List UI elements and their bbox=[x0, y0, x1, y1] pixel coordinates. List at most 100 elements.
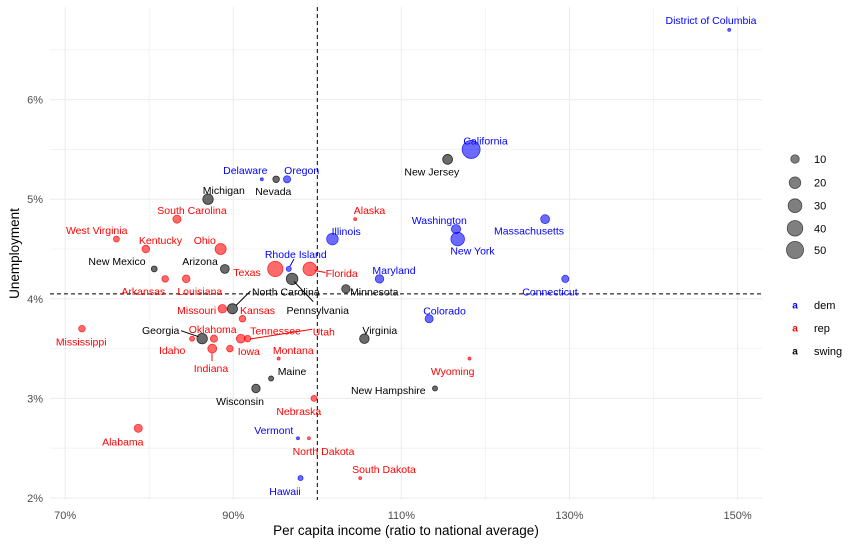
point-label: Georgia bbox=[142, 325, 180, 337]
point-label: Rhode Island bbox=[265, 249, 327, 261]
label-segments bbox=[180, 258, 326, 361]
point-alaska bbox=[353, 217, 358, 222]
point-label: North Dakota bbox=[293, 446, 355, 458]
point-texas bbox=[267, 260, 284, 277]
point-ohio bbox=[214, 243, 227, 255]
legend-size-key bbox=[787, 198, 803, 214]
point-new-mexico bbox=[150, 265, 158, 273]
point-maryland bbox=[374, 274, 385, 284]
label-connector bbox=[235, 290, 251, 306]
point-kentucky bbox=[141, 244, 151, 254]
point-north-dakota bbox=[307, 436, 311, 441]
legend-color-label: dem bbox=[814, 300, 835, 312]
point-west-virginia bbox=[113, 235, 120, 243]
point-label: Pennsylvania bbox=[286, 305, 349, 317]
point-label: South Carolina bbox=[157, 205, 227, 217]
y-axis-title: Unemployment bbox=[7, 208, 22, 299]
point-label: Delaware bbox=[223, 165, 268, 177]
point-label: Idaho bbox=[159, 345, 185, 357]
point-massachusetts bbox=[540, 214, 550, 224]
legend-color: a dem a rep a swing bbox=[792, 300, 842, 358]
point-label: West Virginia bbox=[66, 225, 128, 237]
point-label: Oregon bbox=[284, 165, 319, 177]
point-label: Arizona bbox=[182, 256, 218, 268]
point-label: Mississippi bbox=[56, 337, 107, 349]
legend-size-label: 10 bbox=[814, 154, 826, 166]
point-label: South Dakota bbox=[352, 464, 416, 476]
y-tick-label: 3% bbox=[27, 393, 43, 405]
x-tick-label: 110% bbox=[388, 510, 416, 522]
point-label: Illinois bbox=[332, 226, 361, 238]
label-connector bbox=[314, 270, 326, 273]
point-label: California bbox=[463, 135, 508, 147]
point-idaho bbox=[189, 335, 196, 342]
legend-size-label: 50 bbox=[814, 245, 826, 257]
point-label: New York bbox=[450, 246, 495, 258]
point-district-of-columbia bbox=[727, 28, 732, 32]
legend-color-key: a bbox=[792, 324, 798, 335]
point-mississippi bbox=[78, 324, 86, 333]
point-label: New Hampshire bbox=[351, 385, 426, 397]
point-washington bbox=[450, 224, 462, 235]
point-labels: District of Columbia California New Jersey… bbox=[56, 15, 757, 498]
legend-color-label: swing bbox=[814, 346, 842, 358]
legend-color-key: a bbox=[792, 347, 798, 358]
point-illinois bbox=[326, 232, 339, 246]
legend-size-key bbox=[788, 176, 802, 189]
point-new-hampshire bbox=[432, 385, 438, 392]
point-label: Arkansas bbox=[121, 286, 165, 298]
point-label: Virginia bbox=[362, 325, 397, 337]
point-label: Texas bbox=[233, 267, 260, 279]
point-nevada bbox=[272, 175, 280, 184]
point-label: New Mexico bbox=[88, 256, 145, 268]
point-south-carolina bbox=[172, 214, 182, 224]
points-layer bbox=[78, 28, 732, 482]
x-tick-label: 90% bbox=[222, 510, 244, 522]
point-florida bbox=[302, 261, 317, 277]
x-tick-label: 130% bbox=[555, 510, 583, 522]
x-axis-title: Per capita income (ratio to national ave… bbox=[273, 523, 539, 538]
point-label: Maryland bbox=[372, 265, 415, 277]
point-label: Montana bbox=[273, 345, 314, 357]
point-arkansas bbox=[161, 275, 169, 283]
x-axis: 70% 90% 110% 130% 150% bbox=[54, 510, 752, 522]
point-label: Nevada bbox=[255, 186, 291, 198]
point-colorado bbox=[424, 314, 434, 324]
x-tick-label: 70% bbox=[54, 510, 76, 522]
label-connector bbox=[289, 258, 295, 267]
point-michigan bbox=[202, 193, 214, 205]
label-connector bbox=[249, 328, 313, 340]
point-label: Michigan bbox=[203, 185, 245, 197]
point-label: Wyoming bbox=[431, 366, 475, 378]
y-axis: 2% 3% 4% 5% 6% bbox=[27, 95, 43, 505]
point-virginia bbox=[359, 333, 370, 344]
point-label: Hawaii bbox=[269, 486, 301, 498]
point-label: Iowa bbox=[238, 346, 260, 358]
point-nebraska bbox=[310, 395, 318, 402]
point-label: Maine bbox=[278, 366, 307, 378]
point-new-york bbox=[450, 231, 465, 247]
y-tick-label: 5% bbox=[27, 194, 43, 206]
legend-size: 10 20 30 40 50 bbox=[785, 154, 826, 260]
point-hawaii bbox=[297, 475, 304, 482]
legend-size-label: 20 bbox=[814, 178, 826, 190]
legend-color-key: a bbox=[792, 301, 798, 312]
point-vermont bbox=[296, 436, 300, 441]
legend-size-label: 40 bbox=[814, 223, 826, 235]
point-label: Tennessee bbox=[250, 326, 301, 338]
point-label: Wisconsin bbox=[216, 396, 264, 408]
point-north-carolina bbox=[226, 303, 238, 315]
point-oregon bbox=[283, 175, 292, 184]
label-connector bbox=[293, 281, 314, 303]
point-delaware bbox=[259, 177, 264, 182]
point-label: Minnesota bbox=[350, 287, 399, 299]
point-montana bbox=[276, 356, 281, 361]
point-california bbox=[461, 140, 481, 159]
point-label: Washington bbox=[412, 215, 467, 227]
gridlines bbox=[50, 7, 762, 500]
x-tick-label: 150% bbox=[724, 510, 752, 522]
reference-lines bbox=[50, 7, 762, 500]
point-missouri bbox=[217, 304, 227, 314]
legend-size-label: 30 bbox=[814, 201, 826, 213]
point-pennsylvania bbox=[285, 272, 299, 286]
